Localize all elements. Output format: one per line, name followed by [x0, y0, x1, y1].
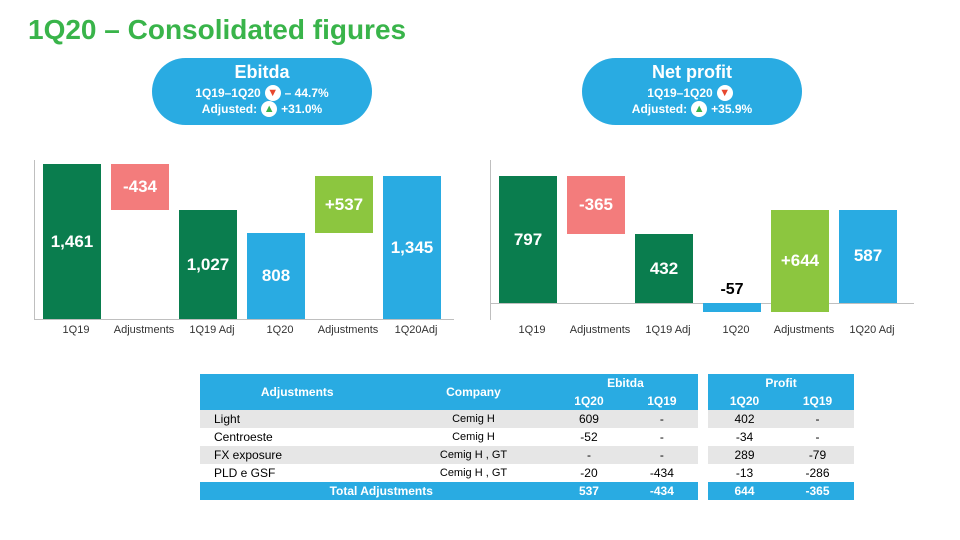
- cell-total-e20: 537: [553, 482, 626, 500]
- chart-netprofit: 797-365432-57+644587 1Q19Adjustments1Q19…: [490, 160, 914, 350]
- chart-netprofit-area: 797-365432 -57 +644587: [490, 160, 914, 320]
- bar: +644: [771, 210, 829, 312]
- table-row: CentroesteCemig H-52--34-: [200, 428, 854, 446]
- x-axis-label: 1Q20: [246, 324, 314, 336]
- bar-value-label: -57: [702, 281, 762, 299]
- cell-total-p19: -365: [781, 482, 854, 500]
- arrow-up-icon: ▲: [691, 101, 707, 117]
- table-total-row: Total Adjustments537-434 644-365: [200, 482, 854, 500]
- x-axis-label: 1Q20 Adj: [838, 324, 906, 336]
- chart-ebitda-xlabels: 1Q19Adjustments1Q19 Adj1Q20Adjustments1Q…: [34, 324, 454, 336]
- bar: -434: [111, 164, 169, 210]
- bar: 808: [247, 233, 305, 319]
- table-row: PLD e GSFCemig H , GT-20-434 -13-286: [200, 464, 854, 482]
- cell-p19: -: [781, 428, 854, 446]
- page-title: 1Q20 – Consolidated figures: [28, 14, 406, 46]
- cell-p19: -286: [781, 464, 854, 482]
- table-row: LightCemig H609-402-: [200, 410, 854, 428]
- cell-name: Centroeste: [200, 428, 394, 446]
- cell-p19: -: [781, 410, 854, 428]
- bar: +537: [315, 176, 373, 233]
- x-axis-label: 1Q19 Adj: [178, 324, 246, 336]
- cell-total-label: Total Adjustments: [200, 482, 553, 500]
- cell-p19: -79: [781, 446, 854, 464]
- arrow-up-icon: ▲: [261, 101, 277, 117]
- arrow-down-icon: ▼: [265, 85, 281, 101]
- bar: 432: [635, 234, 693, 303]
- cell-name: PLD e GSF: [200, 464, 394, 482]
- x-axis-label: Adjustments: [110, 324, 178, 336]
- cell-company: Cemig H: [394, 410, 552, 428]
- x-axis-label: 1Q19 Adj: [634, 324, 702, 336]
- th-profit: Profit: [708, 374, 854, 392]
- cell-p20: 402: [708, 410, 781, 428]
- bar: 1,027: [179, 210, 237, 319]
- cell-e19: -: [625, 446, 698, 464]
- badge-ebitda-title: Ebitda: [180, 62, 344, 83]
- badge-netprofit-line2-value: +35.9%: [711, 102, 752, 116]
- cell-company: Cemig H , GT: [394, 464, 552, 482]
- badge-ebitda-line1-value: – 44.7%: [285, 86, 329, 100]
- adjustments-table: Adjustments Company Ebitda Profit 1Q20 1…: [200, 374, 854, 500]
- cell-name: FX exposure: [200, 446, 394, 464]
- x-axis-label: Adjustments: [770, 324, 838, 336]
- cell-name: Light: [200, 410, 394, 428]
- badge-netprofit-line2-label: Adjusted:: [632, 102, 687, 116]
- arrow-down-icon: ▼: [717, 85, 733, 101]
- cell-e19: -: [625, 410, 698, 428]
- th-p-1q20: 1Q20: [708, 392, 781, 410]
- chart-netprofit-xlabels: 1Q19Adjustments1Q19 Adj1Q20Adjustments1Q…: [490, 324, 914, 336]
- cell-e20: -52: [553, 428, 626, 446]
- chart-ebitda: 1,461-4341,027808+5371,345 1Q19Adjustmen…: [34, 160, 454, 350]
- cell-company: Cemig H: [394, 428, 552, 446]
- cell-e20: -20: [553, 464, 626, 482]
- badge-ebitda-line2-label: Adjusted:: [202, 102, 257, 116]
- badge-netprofit: Net profit 1Q19–1Q20 ▼ Adjusted: ▲ +35.9…: [582, 58, 802, 125]
- cell-e19: -: [625, 428, 698, 446]
- bar: 1,345: [383, 176, 441, 319]
- cell-e19: -434: [625, 464, 698, 482]
- x-axis-label: Adjustments: [314, 324, 382, 336]
- cell-total-e19: -434: [625, 482, 698, 500]
- th-e-1q20: 1Q20: [553, 392, 626, 410]
- x-axis-label: Adjustments: [566, 324, 634, 336]
- x-axis-label: 1Q20Adj: [382, 324, 450, 336]
- x-axis-label: 1Q19: [498, 324, 566, 336]
- cell-total-p20: 644: [708, 482, 781, 500]
- bar: 1,461: [43, 164, 101, 319]
- x-axis-label: 1Q19: [42, 324, 110, 336]
- cell-p20: -13: [708, 464, 781, 482]
- cell-p20: -34: [708, 428, 781, 446]
- th-adjustments: Adjustments: [200, 374, 394, 410]
- badge-ebitda: Ebitda 1Q19–1Q20 ▼ – 44.7% Adjusted: ▲ +…: [152, 58, 372, 125]
- badge-netprofit-line1-label: 1Q19–1Q20: [647, 86, 712, 100]
- chart-ebitda-area: 1,461-4341,027808+5371,345: [34, 160, 454, 320]
- th-e-1q19: 1Q19: [625, 392, 698, 410]
- badge-ebitda-line1-label: 1Q19–1Q20: [195, 86, 260, 100]
- bar: 587: [839, 210, 897, 303]
- table-row: FX exposureCemig H , GT--289-79: [200, 446, 854, 464]
- cell-e20: -: [553, 446, 626, 464]
- x-axis-label: 1Q20: [702, 324, 770, 336]
- bar: -365: [567, 176, 625, 234]
- cell-company: Cemig H , GT: [394, 446, 552, 464]
- badge-netprofit-title: Net profit: [610, 62, 774, 83]
- cell-e20: 609: [553, 410, 626, 428]
- th-company: Company: [394, 374, 552, 410]
- bar: 797: [499, 176, 557, 303]
- th-ebitda: Ebitda: [553, 374, 699, 392]
- bar: [703, 303, 761, 312]
- th-p-1q19: 1Q19: [781, 392, 854, 410]
- cell-p20: 289: [708, 446, 781, 464]
- badge-ebitda-line2-value: +31.0%: [281, 102, 322, 116]
